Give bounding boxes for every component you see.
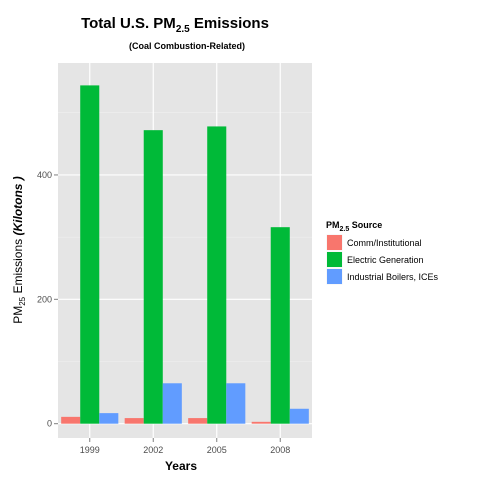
x-axis-ticks: 1999 2002 2005 2008 [80, 438, 291, 455]
bar [290, 409, 309, 424]
bar [125, 418, 144, 424]
bar [207, 126, 226, 423]
bar [61, 417, 80, 424]
legend: Comm/Institutional Electric Generation Ind… [326, 234, 439, 285]
legend-title: PM2.5 Source [326, 220, 382, 233]
chart-title: Total U.S. PM2.5 Emissions [81, 15, 269, 35]
y-axis-ticks: 0 200 400 [37, 170, 58, 429]
bar [188, 418, 207, 424]
y-tick-label: 400 [37, 170, 52, 180]
legend-label: Electric Generation [347, 255, 424, 265]
bar [99, 413, 118, 424]
y-axis-title: PM25 Emissions (Kilotons ) [11, 176, 27, 324]
legend-swatch [327, 252, 342, 267]
legend-label: Industrial Boilers, ICEs [347, 272, 439, 282]
legend-swatch [327, 235, 342, 250]
bar [80, 85, 99, 423]
x-tick-label: 2005 [207, 445, 227, 455]
x-tick-label: 2002 [143, 445, 163, 455]
bar [144, 130, 163, 424]
legend-swatch [327, 269, 342, 284]
y-tick-label: 200 [37, 294, 52, 304]
x-axis-title: Years [165, 459, 197, 473]
x-tick-label: 1999 [80, 445, 100, 455]
bar [163, 383, 182, 423]
bar [252, 422, 271, 424]
legend-label: Comm/Institutional [347, 238, 422, 248]
x-tick-label: 2008 [270, 445, 290, 455]
bar [226, 383, 245, 423]
chart-subtitle: (Coal Combustion-Related) [129, 41, 245, 51]
y-tick-label: 0 [47, 419, 52, 429]
bar [271, 227, 290, 424]
